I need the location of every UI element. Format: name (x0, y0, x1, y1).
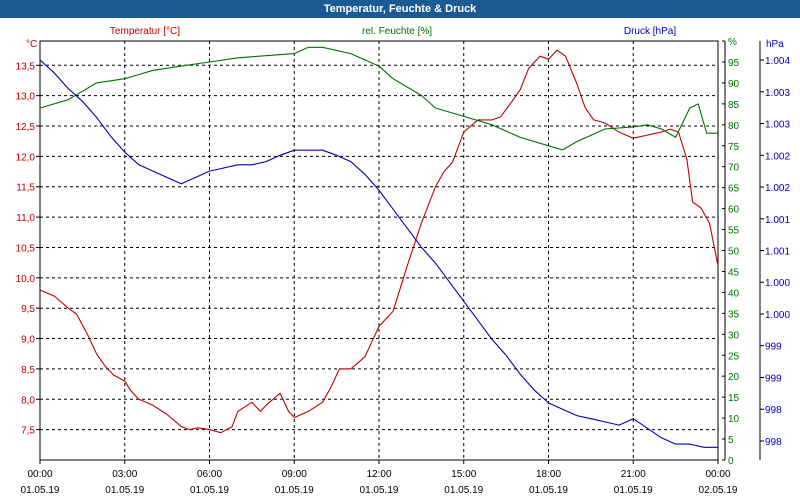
time-tick-label: 12:00 (366, 469, 391, 480)
temp-tick-label: 8,5 (21, 365, 35, 376)
temp-tick-label: 13,0 (16, 92, 36, 103)
humidity-tick-label: 25 (728, 351, 740, 362)
pressure-tick-label: 998 (765, 437, 782, 448)
pressure-unit: hPa (766, 39, 784, 50)
pressure-tick-label: 1.001 (765, 247, 790, 258)
humidity-tick-label: 5 (728, 435, 734, 446)
humidity-tick-label: 0 (728, 456, 734, 467)
pressure-tick-label: 1.000 (765, 278, 790, 289)
humidity-tick-label: 30 (728, 330, 740, 341)
humidity-tick-label: 55 (728, 226, 740, 237)
time-tick-label: 09:00 (282, 469, 307, 480)
date-tick-label: 01.05.19 (21, 485, 60, 496)
temp-tick-label: 10,0 (16, 274, 36, 285)
temp-tick-label: 10,5 (16, 243, 36, 254)
pressure-tick-label: 1.000 (765, 310, 790, 321)
temp-tick-label: 12,0 (16, 152, 36, 163)
temp-tick-label: 7,5 (21, 426, 35, 437)
humidity-tick-label: 50 (728, 247, 740, 258)
time-tick-label: 21:00 (621, 469, 646, 480)
humidity-tick-label: 90 (728, 79, 740, 90)
time-tick-label: 15:00 (451, 469, 476, 480)
date-tick-label: 01.05.19 (444, 485, 483, 496)
pressure-tick-label: 1.003 (765, 120, 790, 131)
temp-tick-label: 13,5 (16, 61, 36, 72)
date-tick-label: 01.05.19 (105, 485, 144, 496)
humidity-tick-label: 10 (728, 414, 740, 425)
date-tick-label: 01.05.19 (614, 485, 653, 496)
temp-tick-label: 9,0 (21, 335, 35, 346)
pressure-tick-label: 1.004 (765, 56, 790, 67)
humidity-tick-label: 20 (728, 372, 740, 383)
time-tick-label: 06:00 (197, 469, 222, 480)
temperature-axis: 7,5 8,0 8,5 9,0 9,5 10,0 10,5 11,0 11,5 12,0 12,5 1… (16, 39, 40, 437)
humidity-tick-label: 75 (728, 142, 740, 153)
pressure-tick-label: 998 (765, 405, 782, 416)
humidity-series-line (39, 46, 718, 151)
temp-tick-label: 11,5 (16, 183, 35, 194)
temp-tick-label: 12,5 (16, 122, 36, 133)
time-tick-label: 18:00 (536, 469, 561, 480)
pressure-tick-label: 999 (765, 373, 782, 384)
humidity-tick-label: 15 (728, 393, 740, 404)
pressure-tick-label: 1.002 (765, 183, 790, 194)
date-tick-label: 01.05.19 (275, 485, 314, 496)
date-tick-label: 01.05.19 (360, 485, 399, 496)
date-tick-label: 01.05.19 (529, 485, 568, 496)
humidity-tick-label: 85 (728, 100, 740, 111)
time-axis: 00:00 01.05.19 03:00 01.05.19 06:00 01.05.19 0… (21, 460, 738, 496)
temp-tick-label: 9,5 (21, 304, 35, 315)
humidity-tick-label: 70 (728, 163, 740, 174)
humidity-tick-label: % (728, 37, 737, 48)
temperature-series-line (39, 49, 719, 434)
pressure-tick-label: 1.001 (765, 215, 790, 226)
humidity-tick-label: 45 (728, 267, 740, 278)
humidity-tick-label: 40 (728, 288, 740, 299)
humidity-tick-label: 80 (728, 121, 740, 132)
temperature-axis-title: Temperatur [°C] (110, 26, 180, 37)
temp-tick-label: 8,0 (21, 395, 35, 406)
time-tick-label: 03:00 (112, 469, 137, 480)
date-tick-label: 01.05.19 (190, 485, 229, 496)
pressure-axis-title: Druck [hPa] (624, 26, 676, 37)
pressure-tick-label: 999 (765, 342, 782, 353)
time-tick-label: 00:00 (705, 469, 730, 480)
grid-lines (39, 40, 719, 461)
pressure-series-line (39, 59, 718, 448)
time-tick-label: 00:00 (27, 469, 52, 480)
humidity-axis-title: rel. Feuchte [%] (362, 26, 432, 37)
chart-title: Temperatur, Feuchte & Druck (323, 3, 477, 15)
temp-tick-label: 11,0 (16, 213, 35, 224)
pressure-tick-label: 1.003 (765, 88, 790, 99)
pressure-tick-label: 1.002 (765, 151, 790, 162)
temp-unit: °C (26, 39, 37, 50)
date-tick-label: 02.05.19 (699, 485, 738, 496)
chart-title-bar: Temperatur, Feuchte & Druck (0, 0, 800, 18)
humidity-tick-label: 65 (728, 184, 740, 195)
series-group (39, 46, 719, 448)
humidity-tick-label: 95 (728, 58, 740, 69)
humidity-axis: 0 5 10 15 20 25 30 35 40 45 50 55 60 65 70 75 80 85 90 95% (722, 37, 740, 467)
axis-titles: Temperatur [°C] rel. Feuchte [%] Druck [hP… (110, 26, 676, 37)
humidity-tick-label: 35 (728, 309, 740, 320)
pressure-axis: 998 998 999 999 1.000 1.000 1.001 1.001 1.002 1.0… (759, 39, 790, 460)
humidity-tick-label: 60 (728, 205, 740, 216)
